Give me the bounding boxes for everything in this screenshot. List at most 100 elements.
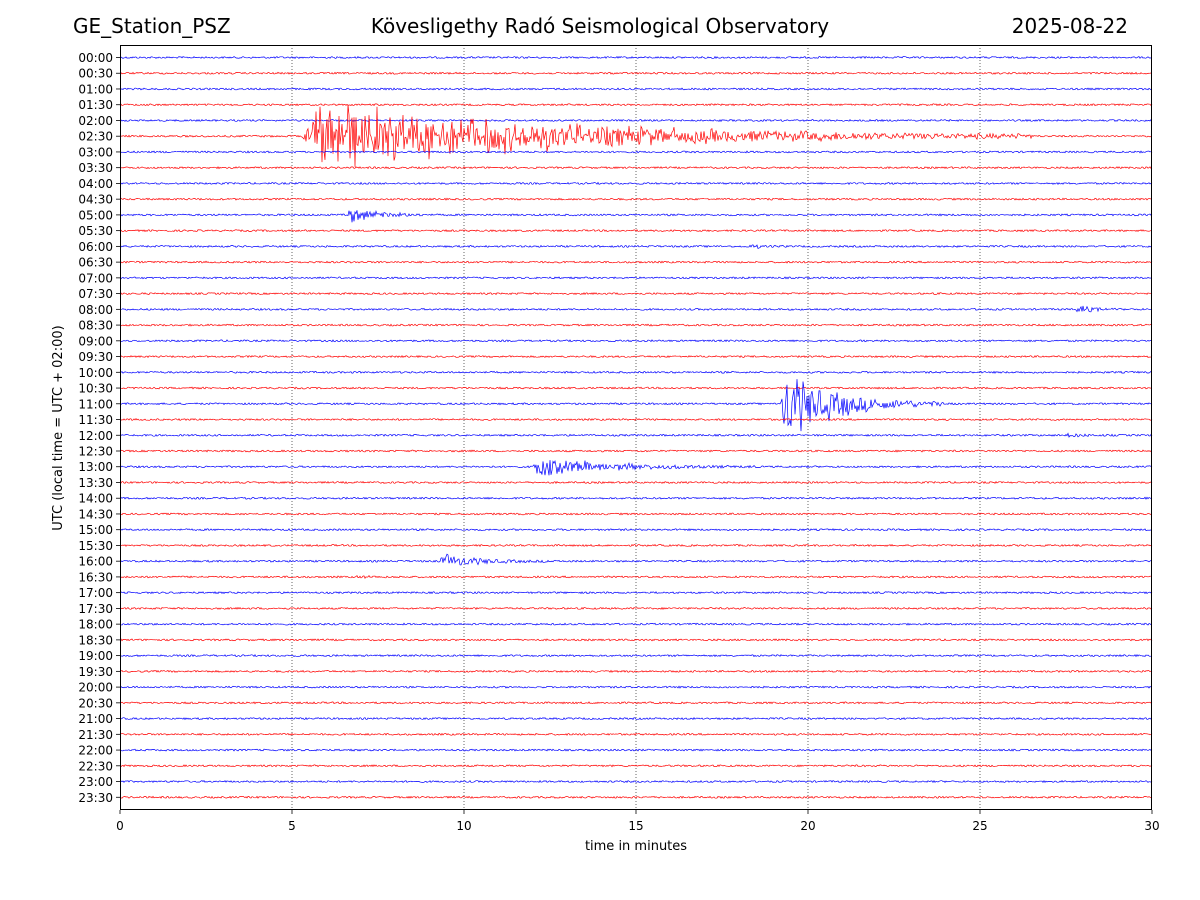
station-name: GE_Station_PSZ (73, 14, 231, 38)
trace-0330 (119, 166, 1153, 170)
record-date: 2025-08-22 (1011, 14, 1128, 38)
y-tick-label: 01:30 (78, 98, 113, 112)
y-tick-label: 20:30 (78, 696, 113, 710)
trace-1730 (119, 606, 1153, 610)
trace-layer (119, 55, 1153, 799)
y-tick-label: 19:00 (78, 649, 113, 663)
trace-1100 (119, 379, 1153, 432)
y-tick-label: 02:30 (78, 130, 113, 144)
trace-1530 (119, 543, 1153, 547)
trace-1130 (119, 417, 1153, 422)
y-tick-label: 10:00 (78, 366, 113, 380)
trace-2200 (119, 748, 1153, 752)
grid-layer (291, 45, 981, 810)
trace-1630 (119, 575, 1152, 580)
y-tick-label: 12:30 (78, 445, 113, 459)
trace-2330 (119, 795, 1153, 799)
x-axis-label: time in minutes (585, 839, 687, 854)
y-tick-label: 15:00 (78, 523, 113, 537)
y-tick-label: 16:30 (78, 570, 113, 584)
y-tick-label: 22:00 (78, 744, 113, 758)
y-tick-label: 01:00 (78, 82, 113, 96)
y-tick-label: 06:00 (78, 240, 113, 254)
x-tick-label: 5 (288, 819, 296, 833)
trace-0930 (119, 355, 1153, 359)
plot-frame (120, 45, 1152, 810)
y-tick-label: 22:30 (78, 759, 113, 773)
y-tick-label: 14:30 (78, 507, 113, 521)
trace-0600 (119, 244, 1152, 250)
trace-0030 (119, 71, 1152, 75)
trace-1900 (120, 653, 1153, 658)
trace-0700 (119, 276, 1153, 280)
y-tick-label: 18:00 (78, 618, 113, 632)
y-tick-label: 08:00 (78, 303, 113, 317)
y-tick-label: 09:00 (78, 334, 113, 348)
trace-0630 (119, 260, 1153, 264)
y-tick-label: 15:30 (78, 539, 113, 553)
x-tick-label: 20 (800, 819, 815, 833)
trace-0300 (119, 150, 1153, 154)
y-tick-label: 13:30 (78, 476, 113, 490)
y-tick-label: 14:00 (78, 492, 113, 506)
trace-1230 (119, 449, 1153, 453)
y-tick-label: 19:30 (78, 665, 113, 679)
y-axis-label: UTC (local time = UTC + 02:00) (51, 325, 66, 530)
trace-0430 (119, 197, 1153, 201)
x-tick-label: 0 (116, 819, 124, 833)
y-tick-label: 04:30 (78, 193, 113, 207)
trace-2130 (119, 732, 1153, 736)
trace-1330 (119, 480, 1153, 484)
trace-1430 (119, 512, 1153, 516)
trace-0230 (119, 104, 1153, 167)
trace-0200 (119, 118, 1153, 123)
y-tick-label: 05:30 (78, 224, 113, 238)
y-tick-label: 17:00 (78, 586, 113, 600)
y-tick-label: 21:00 (78, 712, 113, 726)
trace-2300 (119, 779, 1153, 784)
x-tick-label: 30 (1144, 819, 1159, 833)
observatory-title: Kövesligethy Radó Seismological Observat… (370, 14, 830, 38)
trace-0830 (119, 323, 1153, 327)
trace-1000 (119, 370, 1153, 374)
y-tick-label: 03:00 (78, 145, 113, 159)
y-tick-label: 00:30 (78, 67, 113, 81)
trace-0100 (119, 87, 1153, 91)
y-tick-label: 06:30 (78, 256, 113, 270)
y-tick-label: 11:00 (78, 397, 113, 411)
y-tick-label: 11:30 (78, 413, 113, 427)
trace-1400 (119, 496, 1153, 500)
y-tick-label: 08:30 (78, 319, 113, 333)
y-tick-label: 21:30 (78, 728, 113, 742)
trace-1200 (120, 432, 1153, 438)
trace-2030 (119, 701, 1153, 705)
y-tick-label: 03:30 (78, 161, 113, 175)
y-tick-label: 20:00 (78, 681, 113, 695)
y-tick-label: 09:30 (78, 350, 113, 364)
trace-0500 (119, 210, 1153, 223)
trace-1030 (120, 386, 1153, 390)
trace-1300 (119, 459, 1153, 476)
trace-1930 (119, 669, 1153, 673)
trace-1700 (119, 591, 1153, 595)
x-tick-label: 10 (456, 819, 471, 833)
trace-2000 (119, 685, 1153, 689)
x-tick-label: 25 (972, 819, 987, 833)
trace-0400 (119, 181, 1153, 185)
trace-1800 (120, 622, 1153, 626)
y-tick-label: 00:00 (78, 51, 113, 65)
y-tick-label: 02:00 (78, 114, 113, 128)
trace-1600 (119, 553, 1153, 566)
y-tick-label: 17:30 (78, 602, 113, 616)
trace-2230 (119, 764, 1153, 768)
y-tick-label: 23:30 (78, 791, 113, 805)
y-tick-label: 10:30 (78, 382, 113, 396)
trace-0130 (119, 103, 1153, 107)
trace-1500 (119, 528, 1153, 532)
trace-1830 (119, 638, 1153, 642)
y-tick-label: 23:00 (78, 775, 113, 789)
trace-0800 (119, 305, 1153, 313)
y-tick-label: 12:00 (78, 429, 113, 443)
